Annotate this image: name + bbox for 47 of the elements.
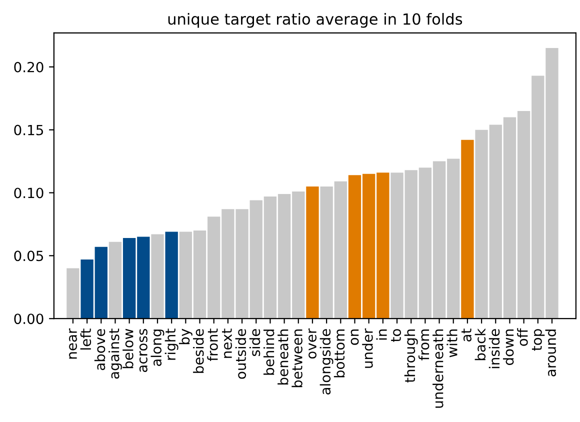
x-tick-label: underneath bbox=[432, 330, 444, 408]
y-tick-label: 0.15 bbox=[14, 124, 44, 136]
x-tick-label: top bbox=[532, 329, 545, 351]
x-tick-label: front bbox=[207, 328, 218, 362]
x-tick-label: side bbox=[249, 329, 260, 356]
y-tick-label: 0.05 bbox=[14, 250, 44, 262]
bar bbox=[151, 234, 164, 319]
x-tick-label: along bbox=[150, 330, 164, 366]
x-tick-label: beneath bbox=[278, 330, 288, 385]
x-tick-label: off bbox=[517, 328, 528, 346]
x-tick-label: to bbox=[391, 329, 402, 342]
x-tick-label: across bbox=[139, 329, 148, 372]
x-tick-label: around bbox=[545, 330, 556, 376]
x-tick-label: between bbox=[292, 330, 302, 388]
x-tick-label: beside bbox=[193, 329, 204, 373]
y-tick-label: 0.20 bbox=[14, 62, 44, 72]
x-tick-label: in bbox=[376, 330, 387, 340]
x-tick-label: against bbox=[108, 328, 122, 379]
x-tick-label: next bbox=[222, 328, 232, 358]
x-tick-label: through bbox=[404, 330, 418, 383]
x-tick-label: under bbox=[362, 328, 373, 368]
x-tick-label: over bbox=[308, 328, 317, 359]
chart-title: unique target ratio average in 10 folds bbox=[168, 12, 462, 28]
x-tick-label: down bbox=[503, 330, 514, 366]
bar bbox=[306, 186, 319, 319]
bar bbox=[165, 232, 178, 319]
x-tick-label: bottom bbox=[334, 330, 345, 378]
bar bbox=[108, 242, 122, 319]
x-tick-label: from bbox=[418, 330, 430, 360]
x-tick-label: at bbox=[462, 328, 472, 342]
x-tick-label: right bbox=[164, 328, 178, 360]
x-tick-label: alongside bbox=[320, 329, 334, 394]
x-tick-label: behind bbox=[263, 330, 274, 375]
x-tick-label: inside bbox=[488, 329, 500, 368]
x-tick-label: by bbox=[178, 328, 192, 344]
bar bbox=[461, 140, 474, 319]
bar bbox=[66, 268, 80, 319]
y-tick-label: 0.10 bbox=[14, 188, 44, 198]
y-tick-label: 0.00 bbox=[14, 314, 44, 324]
x-tick-label: back bbox=[474, 328, 486, 360]
x-tick-label: outside bbox=[235, 329, 246, 379]
x-tick-label: left bbox=[80, 328, 92, 350]
x-tick-label: near bbox=[69, 328, 77, 359]
x-tick-label: with bbox=[446, 330, 458, 358]
x-tick-label: on bbox=[350, 330, 359, 345]
x-tick-label: below bbox=[122, 328, 134, 368]
x-tick-label: above bbox=[94, 329, 106, 370]
